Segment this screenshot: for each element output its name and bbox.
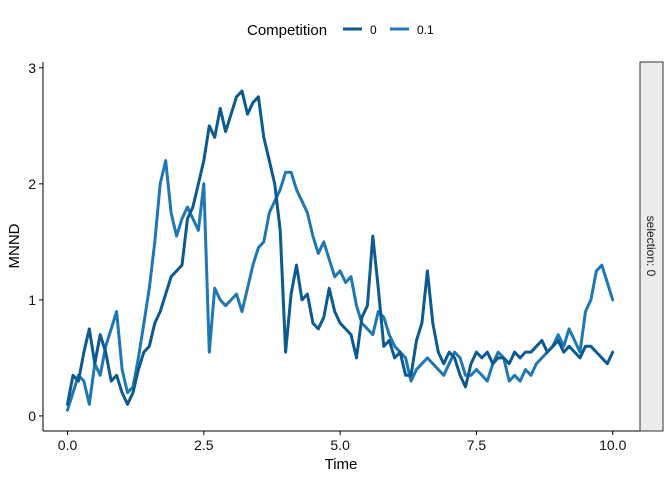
series-line-0-1 [66,159,615,412]
x-tick-label: 10.0 [599,437,626,453]
facet-strip: selection: 0 [639,61,664,432]
plot-panel: 0 1 2 3 0.0 2.5 5.0 7.5 10.0 [28,60,640,453]
x-tick-label: 7.5 [467,437,487,453]
x-tick-label: 2.5 [194,437,214,453]
legend-label-0: 0 [370,23,377,37]
y-tick-label: 0 [28,408,36,424]
y-tick-label: 3 [28,60,36,76]
series-line-0 [66,89,615,406]
y-tick-label: 2 [28,176,36,192]
legend: Competition 0 0.1 [247,22,434,39]
legend-title: Competition [247,22,327,39]
x-tick-label: 5.0 [330,437,350,453]
x-axis-title: Time [325,456,358,473]
facet-strip-label: selection: 0 [644,216,658,277]
x-tick-label: 0.0 [58,437,78,453]
facet-strip-box [639,61,664,432]
y-tick-label: 1 [28,292,36,308]
legend-label-0-1: 0.1 [417,23,434,37]
y-axis-title: MNND [6,223,23,268]
